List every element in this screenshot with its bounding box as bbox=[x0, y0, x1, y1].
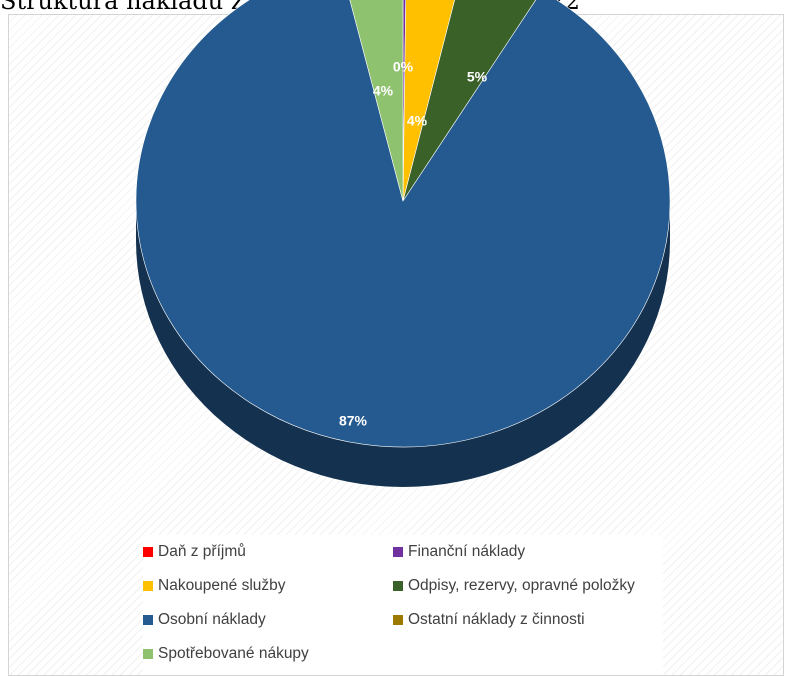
legend-label: Finanční náklady bbox=[408, 543, 526, 560]
legend-item[interactable]: Ostatní náklady z činnosti bbox=[393, 611, 585, 629]
pie-side-osobn-n-klady bbox=[136, 201, 670, 487]
legend-label: Ostatní náklady z činnosti bbox=[408, 611, 585, 628]
legend-swatch bbox=[393, 547, 403, 557]
legend-item[interactable]: Daň z příjmů bbox=[143, 543, 246, 561]
pie-side-walls bbox=[136, 201, 670, 487]
pie-slice-6[interactable] bbox=[340, 0, 404, 202]
legend-label: Osobní náklady bbox=[158, 611, 266, 628]
legend-label: Nakoupené služby bbox=[158, 577, 286, 594]
legend-item[interactable]: Finanční náklady bbox=[393, 543, 525, 561]
data-label-3: 5% bbox=[467, 69, 488, 85]
pie-slice-4[interactable] bbox=[135, 0, 671, 448]
legend-swatch bbox=[143, 581, 153, 591]
legend-item[interactable]: Osobní náklady bbox=[143, 611, 266, 629]
legend-item[interactable]: Nakoupené služby bbox=[143, 577, 286, 595]
data-label-6: 4% bbox=[373, 83, 394, 99]
data-label-4: 87% bbox=[339, 413, 368, 429]
pie-slice-1[interactable] bbox=[402, 0, 407, 202]
legend-label: Daň z příjmů bbox=[158, 543, 246, 560]
legend-label: Spotřebované nákupy bbox=[158, 645, 309, 662]
legend-swatch bbox=[393, 581, 403, 591]
legend-item[interactable]: Odpisy, rezervy, opravné položky bbox=[393, 577, 635, 595]
data-labels: 0% 4% 5% 87% 4% bbox=[339, 59, 488, 429]
chart-legend: Daň z příjmů Finanční náklady Nakoupené sl… bbox=[143, 535, 663, 675]
legend-label: Odpisy, rezervy, opravné položky bbox=[408, 577, 635, 594]
legend-swatch bbox=[143, 547, 153, 557]
legend-swatch bbox=[143, 649, 153, 659]
legend-item[interactable]: Spotřebované nákupy bbox=[143, 645, 309, 663]
data-label-1: 0% bbox=[393, 59, 414, 75]
data-label-2: 4% bbox=[407, 113, 428, 129]
legend-swatch bbox=[143, 615, 153, 625]
pie-slices bbox=[135, 0, 671, 448]
legend-swatch bbox=[393, 615, 403, 625]
